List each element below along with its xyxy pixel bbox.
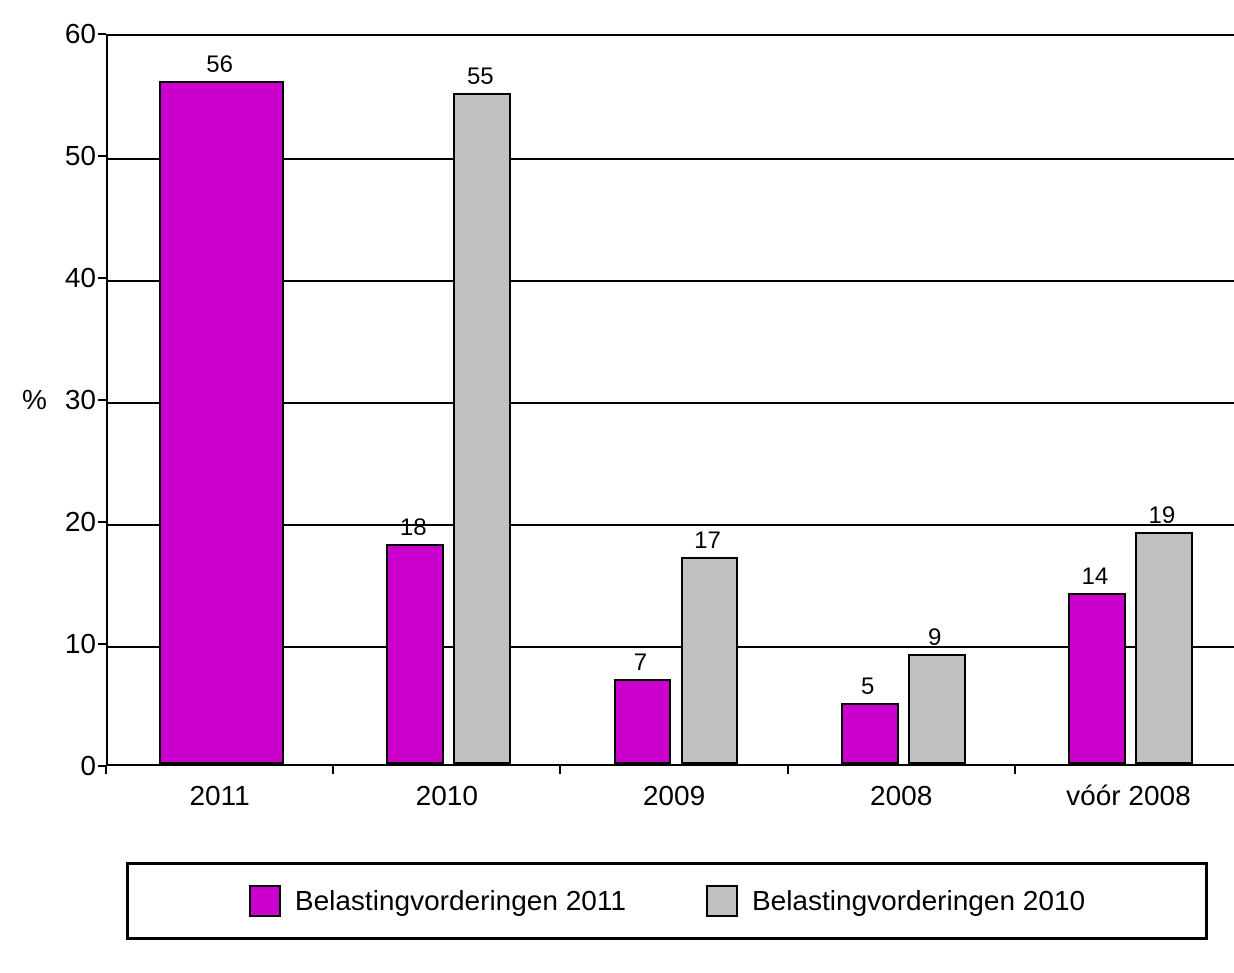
bar	[1068, 593, 1126, 764]
gridline	[108, 158, 1234, 160]
x-tick-mark	[787, 766, 789, 774]
bar	[681, 557, 739, 764]
y-tick-label: 20	[56, 506, 96, 538]
y-tick-mark	[98, 155, 106, 157]
y-tick-label: 60	[56, 18, 96, 50]
bar	[386, 544, 444, 764]
legend-swatch	[249, 885, 281, 917]
legend-item: Belastingvorderingen 2010	[706, 885, 1085, 917]
legend: Belastingvorderingen 2011 Belastingvorder…	[126, 862, 1208, 940]
legend-swatch	[706, 885, 738, 917]
legend-item: Belastingvorderingen 2011	[249, 885, 626, 917]
x-tick-mark	[1014, 766, 1016, 774]
legend-label: Belastingvorderingen 2010	[752, 885, 1085, 917]
gridline	[108, 524, 1234, 526]
bar	[908, 654, 966, 764]
y-tick-label: 30	[56, 384, 96, 416]
y-tick-label: 0	[56, 750, 96, 782]
bar-value-label: 14	[1082, 563, 1109, 591]
bar-value-label: 9	[928, 624, 941, 652]
gridline	[108, 646, 1234, 648]
x-tick-label: 2011	[189, 780, 249, 812]
x-tick-label: vóór 2008	[1066, 780, 1191, 812]
y-tick-label: 10	[56, 628, 96, 660]
y-tick-mark	[98, 521, 106, 523]
bar	[1135, 532, 1193, 764]
y-tick-mark	[98, 277, 106, 279]
bar-value-label: 19	[1149, 502, 1176, 530]
x-tick-mark	[332, 766, 334, 774]
gridline	[108, 402, 1234, 404]
plot-area	[106, 34, 1234, 766]
y-tick-label: 40	[56, 262, 96, 294]
x-tick-mark	[559, 766, 561, 774]
y-tick-label: 50	[56, 140, 96, 172]
bar-value-label: 56	[206, 51, 233, 79]
bar	[614, 679, 672, 764]
bar-value-label: 18	[400, 514, 427, 542]
gridline	[108, 280, 1234, 282]
bar	[159, 81, 284, 764]
x-tick-mark	[105, 766, 107, 774]
y-tick-mark	[98, 33, 106, 35]
y-tick-mark	[98, 399, 106, 401]
x-tick-label: 2008	[870, 780, 932, 812]
chart-container: % Belastingvorderingen 2011Belastingvord…	[20, 20, 1234, 953]
bar	[453, 93, 511, 764]
x-tick-label: 2009	[643, 780, 705, 812]
bar-value-label: 5	[861, 673, 874, 701]
bar-value-label: 17	[694, 527, 721, 555]
legend-label: Belastingvorderingen 2011	[295, 885, 626, 917]
y-axis-title: %	[22, 384, 47, 416]
x-tick-label: 2010	[416, 780, 478, 812]
bar-value-label: 7	[634, 649, 647, 677]
y-tick-mark	[98, 643, 106, 645]
bar	[841, 703, 899, 764]
bar-value-label: 55	[467, 63, 494, 91]
